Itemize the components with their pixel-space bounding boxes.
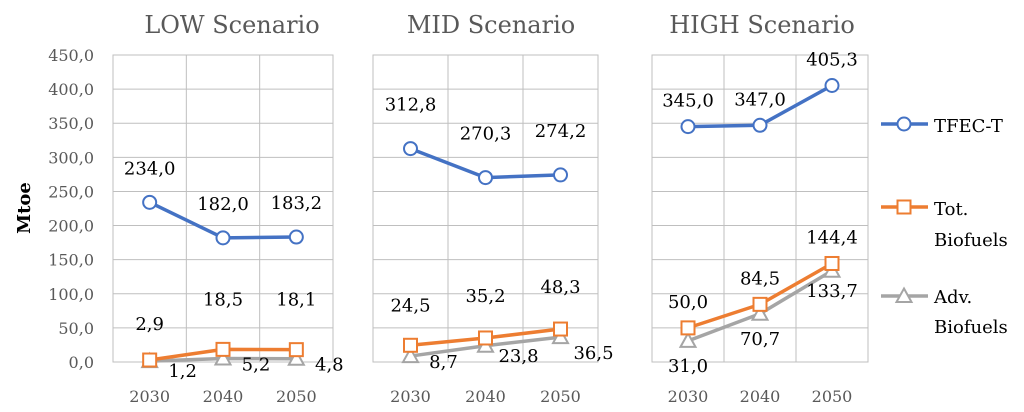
tot-biofuels-marker: [680, 320, 696, 336]
y-axis-title: Mtoe: [14, 182, 35, 234]
adv-biofuels-marker: [678, 331, 698, 348]
data-label-tot: 50,0: [668, 292, 708, 313]
data-label-tfec: 274,2: [535, 121, 587, 142]
panel-title: HIGH Scenario: [669, 11, 855, 39]
x-tick-label: 2040: [740, 387, 781, 406]
data-label-tot: 48,3: [540, 277, 580, 298]
legend-marker-tot: [896, 199, 912, 215]
data-label-tfec: 312,8: [385, 95, 437, 116]
data-label-adv: 70,7: [740, 329, 780, 350]
tot-biofuels-marker: [142, 352, 158, 368]
x-tick-label: 2030: [129, 387, 170, 406]
data-label-tfec: 345,0: [662, 91, 714, 112]
tot-biofuels-marker: [478, 330, 493, 346]
y-tick-label: 0,0: [69, 353, 94, 372]
data-label-tfec: 182,0: [197, 194, 249, 215]
data-label-tot: 2,9: [135, 314, 164, 335]
legend-marker-tfec: [896, 116, 912, 132]
legend-label: Adv.: [933, 287, 972, 308]
y-tick-label: 200,0: [48, 217, 94, 236]
legend-label: Biofuels: [934, 317, 1008, 338]
tot-biofuels-marker: [824, 255, 840, 271]
data-label-tot: 18,1: [276, 290, 316, 311]
y-tick-label: 400,0: [48, 80, 94, 99]
adv-biofuels-marker: [287, 349, 306, 366]
data-label-tot: 18,5: [203, 289, 243, 310]
tot-biofuels-marker: [403, 337, 418, 353]
panel-frame: [651, 54, 869, 363]
tot-biofuels-marker: [752, 296, 768, 312]
tot-biofuels-marker: [553, 321, 568, 337]
x-tick-label: 2040: [465, 387, 506, 406]
y-tick-label: 50,0: [58, 319, 94, 338]
tfec-marker: [288, 229, 304, 245]
y-tick-label: 350,0: [48, 114, 94, 133]
tfec-marker: [215, 230, 231, 246]
data-label-tfec: 234,0: [124, 158, 176, 179]
x-tick-label: 2050: [276, 387, 317, 406]
data-label-adv: 31,0: [668, 356, 708, 377]
y-tick-label: 150,0: [48, 251, 94, 270]
tfec-marker: [824, 77, 840, 93]
y-tick-label: 100,0: [48, 285, 94, 304]
data-label-adv: 5,2: [242, 354, 271, 375]
data-label-adv: 8,7: [429, 352, 458, 373]
tfec-marker: [752, 117, 768, 133]
data-label-tot: 35,2: [465, 286, 505, 307]
panel-title: LOW Scenario: [144, 11, 319, 39]
legend-marker-adv: [894, 286, 914, 303]
panel-frame: [372, 54, 599, 363]
y-tick-label: 450,0: [48, 46, 94, 65]
adv-biofuels-marker: [401, 346, 420, 364]
legend-label: Tot.: [934, 199, 968, 220]
data-label-tfec: 183,2: [271, 193, 323, 214]
legend-label: TFEC-T: [934, 116, 1003, 137]
tfec-marker: [403, 141, 418, 157]
x-tick-label: 2030: [390, 387, 431, 406]
tfec-marker: [142, 194, 158, 210]
x-tick-label: 2050: [812, 387, 853, 406]
tfec-marker: [680, 119, 696, 135]
x-tick-label: 2030: [668, 387, 709, 406]
data-label-adv: 36,5: [573, 343, 613, 364]
adv-biofuels-marker: [750, 304, 770, 321]
panel-title: MID Scenario: [407, 11, 575, 39]
legend-label: Biofuels: [934, 230, 1008, 251]
tot-biofuels-marker: [288, 342, 304, 358]
y-tick-label: 250,0: [48, 182, 94, 201]
data-label-tfec: 270,3: [460, 124, 512, 145]
x-tick-label: 2050: [540, 387, 581, 406]
data-label-tot: 144,4: [806, 227, 858, 248]
adv-biofuels-marker: [213, 348, 233, 366]
data-label-adv: 133,7: [806, 281, 858, 302]
data-label-tfec: 347,0: [734, 89, 786, 110]
data-label-tot: 84,5: [740, 268, 780, 289]
data-label-adv: 23,8: [498, 346, 538, 367]
x-tick-label: 2040: [203, 387, 244, 406]
tfec-marker: [553, 167, 568, 183]
tot-biofuels-marker: [215, 341, 231, 357]
tfec-marker: [478, 170, 493, 186]
data-label-tfec: 405,3: [806, 49, 858, 70]
y-tick-label: 300,0: [48, 148, 94, 167]
data-label-adv: 4,8: [315, 355, 344, 376]
data-label-adv: 1,2: [168, 361, 197, 382]
data-label-tot: 24,5: [390, 295, 430, 316]
